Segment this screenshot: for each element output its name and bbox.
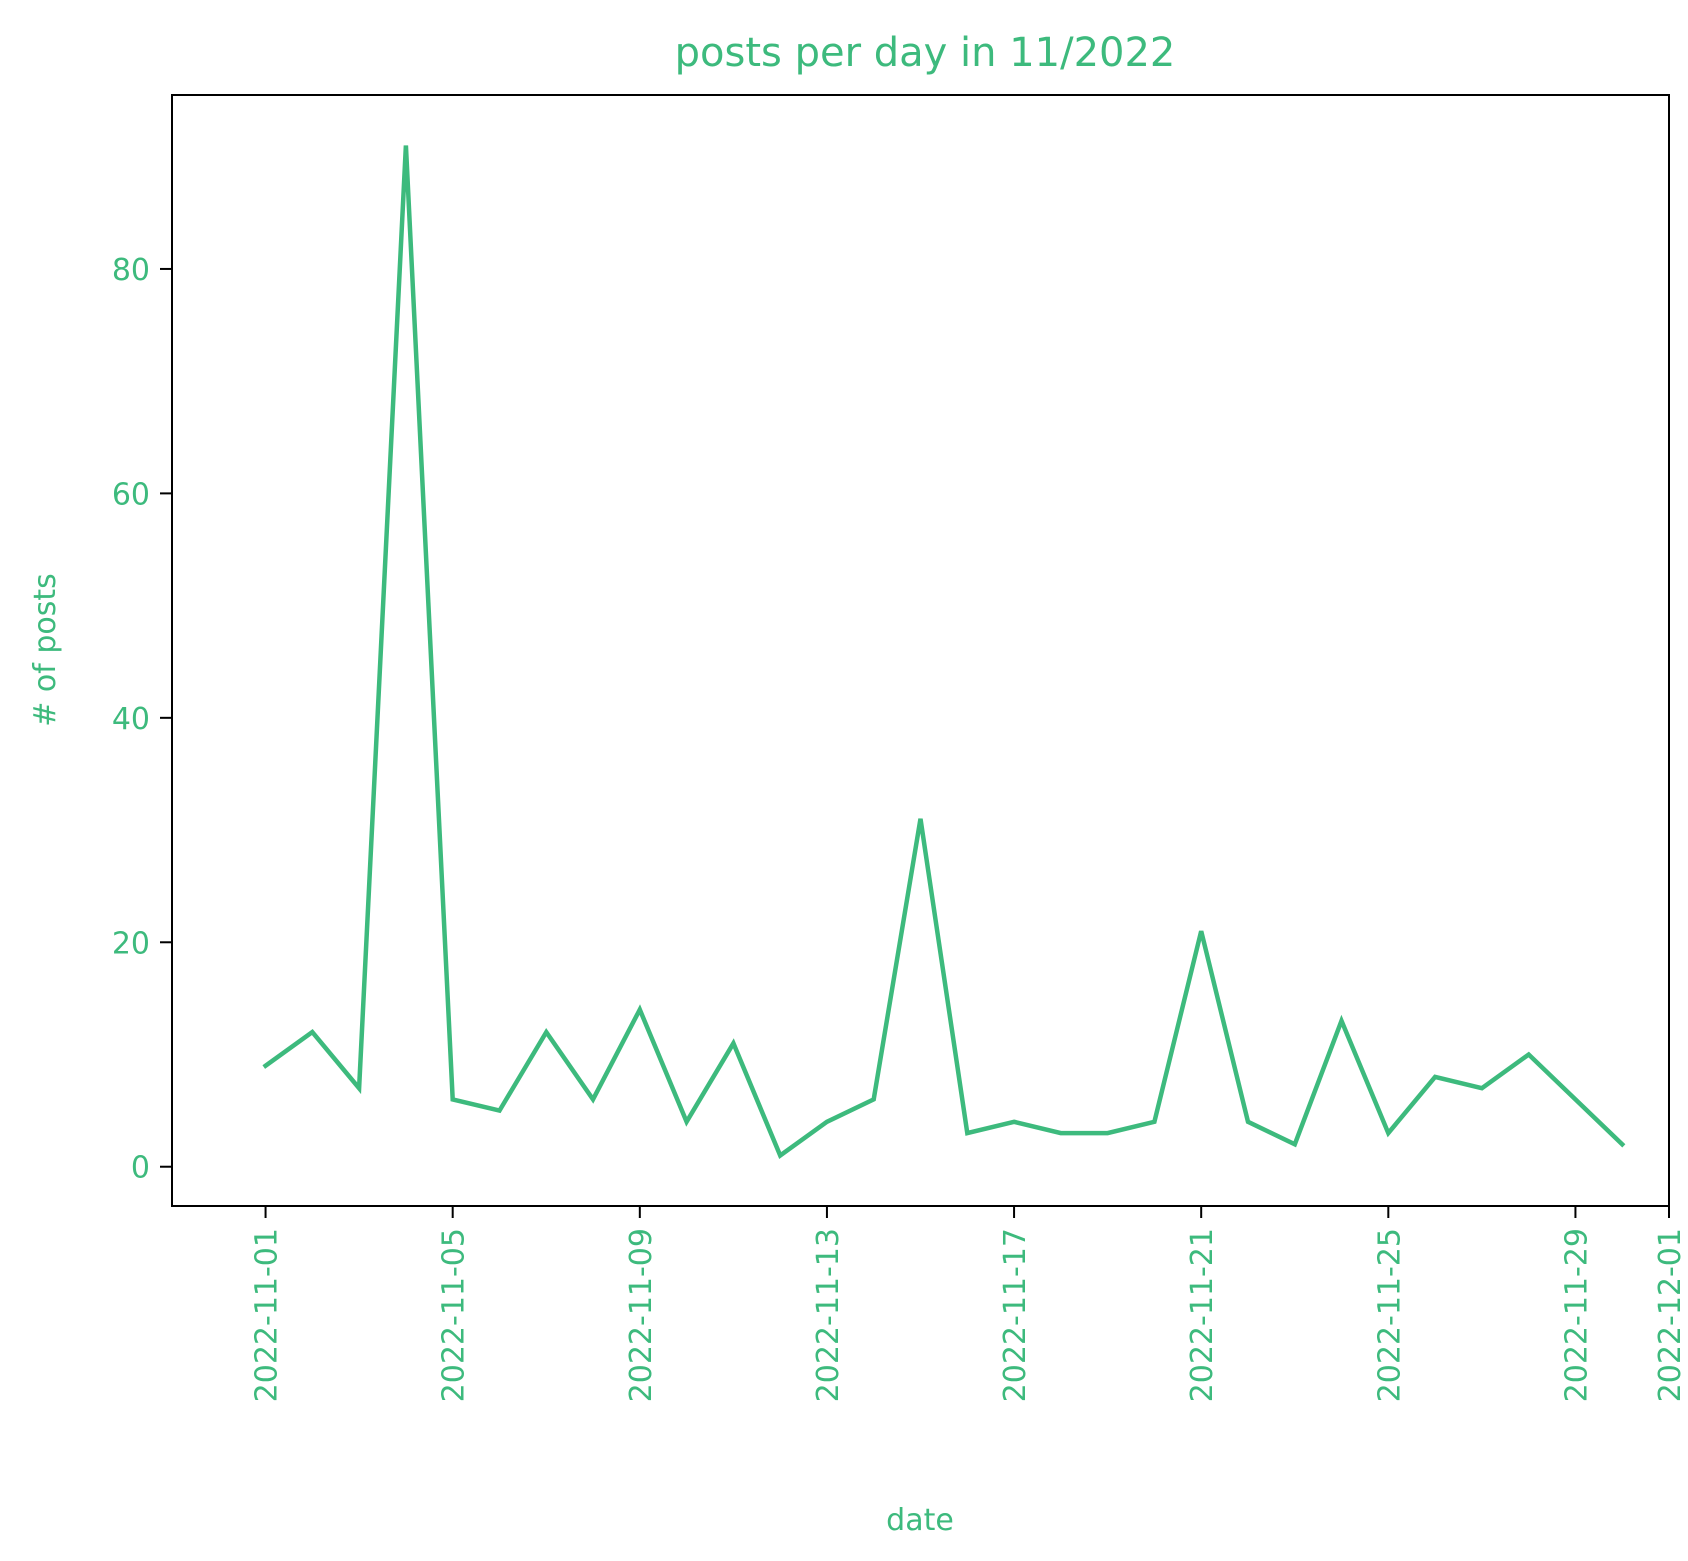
x-tick-label: 2022-11-17 bbox=[998, 1228, 1033, 1402]
x-tick-label: 2022-11-09 bbox=[624, 1228, 659, 1402]
x-tick-label: 2022-12-01 bbox=[1653, 1228, 1688, 1402]
plot-frame bbox=[171, 94, 1670, 1207]
series-line-0 bbox=[262, 145, 1626, 1159]
x-tick-label: 2022-11-29 bbox=[1559, 1228, 1594, 1402]
x-axis-label: date bbox=[886, 1503, 954, 1538]
y-axis: 0 20 40 60 80 bbox=[112, 253, 172, 1186]
x-tick-label: 2022-11-21 bbox=[1185, 1228, 1220, 1402]
y-tick-label: 40 bbox=[112, 702, 150, 737]
y-tick-label: 0 bbox=[131, 1151, 150, 1186]
x-axis: 2022-11-01 2022-11-05 2022-11-09 2022-11-13… bbox=[250, 1206, 1688, 1402]
y-axis-label: # of posts bbox=[28, 573, 63, 727]
x-tick-label: 2022-11-25 bbox=[1372, 1228, 1407, 1402]
y-tick-label: 20 bbox=[112, 926, 150, 961]
x-tick-label: 2022-11-01 bbox=[250, 1228, 285, 1402]
y-tick-label: 80 bbox=[112, 253, 150, 288]
chart-title: posts per day in 11/2022 bbox=[675, 30, 1176, 76]
x-tick-label: 2022-11-13 bbox=[811, 1228, 846, 1402]
y-tick-label: 60 bbox=[112, 477, 150, 512]
x-tick-label: 2022-11-05 bbox=[437, 1228, 472, 1402]
plot-area bbox=[262, 145, 1626, 1159]
